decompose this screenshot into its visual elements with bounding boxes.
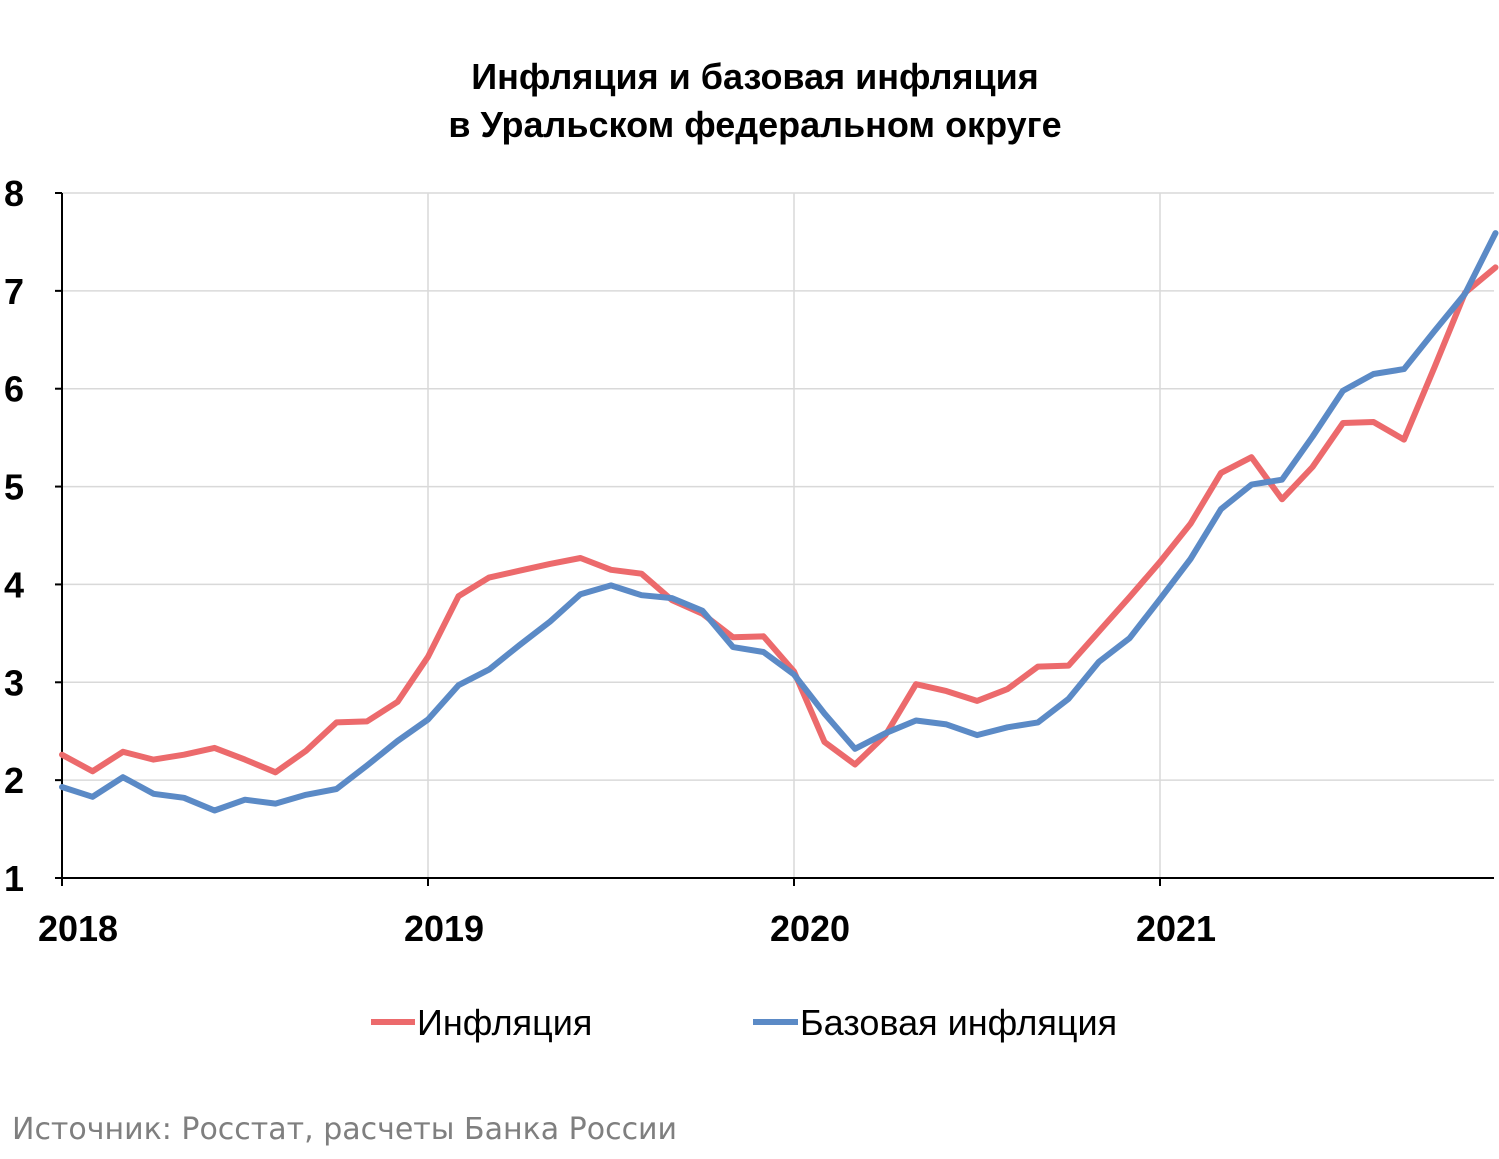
- y-tick-label: 8: [4, 173, 24, 214]
- legend-label-core-inflation: Базовая инфляция: [800, 1002, 1117, 1043]
- series-line-inflation: [59, 264, 1499, 776]
- series-lines: [59, 230, 1499, 814]
- y-tick-label: 1: [4, 858, 24, 899]
- chart-title: Инфляция и базовая инфляция в Уральском …: [448, 56, 1061, 145]
- series-line-core-inflation: [59, 230, 1499, 814]
- legend: Инфляция Базовая инфляция: [371, 1002, 1117, 1043]
- chart-title-line-2: в Уральском федеральном округе: [448, 104, 1061, 145]
- y-tick-label: 7: [4, 271, 24, 312]
- y-axis-tick-labels: 1 2 3 4 5 6 7 8: [4, 173, 24, 899]
- axes: [55, 192, 1494, 886]
- gridlines: [62, 192, 1494, 878]
- x-tick-label: 2019: [404, 908, 484, 949]
- chart-title-line-1: Инфляция и базовая инфляция: [471, 56, 1039, 97]
- y-tick-label: 2: [4, 760, 24, 801]
- y-tick-label: 4: [4, 564, 24, 605]
- x-axis-tick-labels: 2018 2019 2020 2021: [38, 908, 1216, 949]
- source-note: Источник: Росстат, расчеты Банка России: [12, 1112, 678, 1147]
- x-tick-label: 2021: [1136, 908, 1216, 949]
- x-tick-label: 2020: [770, 908, 850, 949]
- legend-label-inflation: Инфляция: [417, 1002, 592, 1043]
- y-tick-label: 6: [4, 369, 24, 410]
- inflation-chart: Инфляция и базовая инфляция в Уральском …: [4, 56, 1499, 1043]
- y-tick-label: 3: [4, 662, 24, 703]
- x-tick-label: 2018: [38, 908, 118, 949]
- y-tick-label: 5: [4, 467, 24, 508]
